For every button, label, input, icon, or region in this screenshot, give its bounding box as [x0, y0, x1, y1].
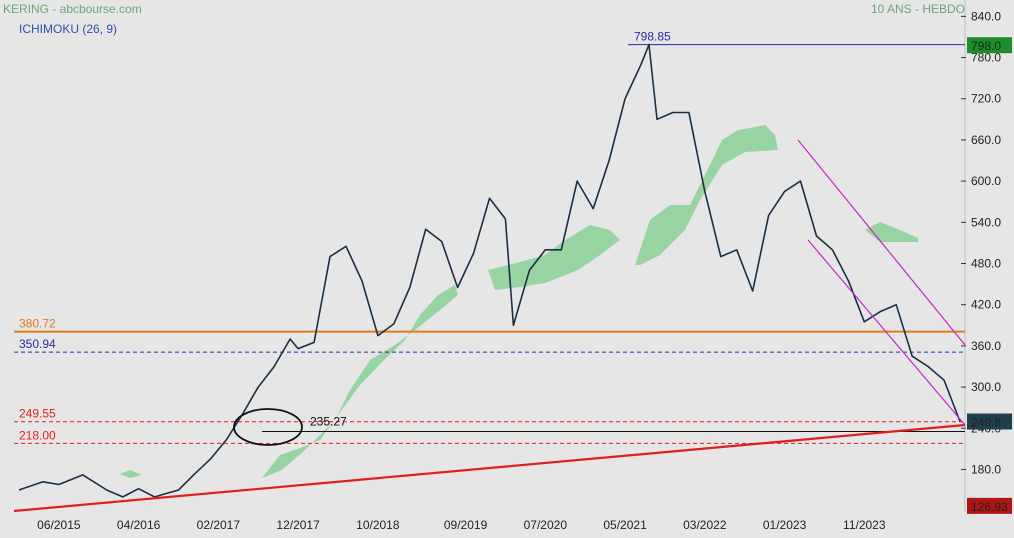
ichimoku-cloud-2 — [635, 125, 778, 265]
y-tick-label: 420.0 — [971, 298, 1001, 312]
channel-lower — [807, 239, 966, 426]
x-tick-label: 07/2020 — [524, 518, 568, 532]
x-tick-label: 05/2021 — [603, 518, 647, 532]
indicator-label: ICHIMOKU (26, 9) — [19, 22, 117, 36]
x-tick-label: 09/2019 — [444, 518, 488, 532]
red-dashed-label-2: 218.00 — [19, 428, 56, 442]
x-tick-label: 06/2015 — [37, 518, 81, 532]
y-tick-label: 540.0 — [971, 215, 1001, 229]
trendline-value-badge-bg — [967, 497, 1012, 514]
last-price-badge: 798.0 — [971, 39, 1001, 53]
support-label-blue: 350.94 — [19, 337, 56, 351]
x-tick-label: 04/2016 — [117, 518, 161, 532]
y-tick-label: 660.0 — [971, 133, 1001, 147]
x-tick-label: 12/2017 — [276, 518, 320, 532]
current-price-badge-bg — [967, 413, 1012, 430]
y-tick-label: 480.0 — [971, 257, 1001, 271]
chart-title: KERING - abcbourse.com — [3, 2, 142, 16]
x-tick-label: 11/2023 — [843, 518, 886, 532]
y-axis-panel — [965, 0, 1014, 538]
x-tick-label: 02/2017 — [197, 518, 241, 532]
y-tick-label: 780.0 — [971, 51, 1001, 65]
long-term-trendline — [13, 423, 966, 513]
ichimoku-cloud-3 — [865, 222, 918, 242]
channel-upper — [797, 139, 966, 346]
trendline-value-badge: 126.93 — [971, 500, 1008, 514]
high-label: 798.85 — [634, 30, 671, 44]
ichimoku-cloud-0 — [262, 285, 458, 478]
last-price-badge-bg — [967, 37, 1012, 54]
ichimoku-cloud-4 — [120, 470, 142, 478]
y-tick-label: 840.0 — [971, 9, 1001, 23]
price-line — [18, 43, 961, 498]
x-tick-label: 03/2022 — [683, 518, 727, 532]
y-tick-label: 180.0 — [971, 462, 1001, 476]
red-dashed-label-1: 249.55 — [19, 407, 56, 421]
y-tick-label: 360.0 — [971, 339, 1001, 353]
x-tick-label: 10/2018 — [356, 518, 400, 532]
timeframe-label: 10 ANS - HEBDO — [871, 2, 965, 16]
ichimoku-cloud-1 — [488, 225, 620, 290]
highlight-ellipse — [233, 408, 303, 446]
y-tick-label: 300.0 — [971, 380, 1001, 394]
x-tick-label: 01/2023 — [763, 518, 807, 532]
current-price-badge: 249.8 — [971, 416, 1001, 430]
resistance-label: 380.72 — [19, 317, 56, 331]
black-line-label: 235.27 — [310, 414, 347, 428]
y-tick-label: 600.0 — [971, 174, 1001, 188]
y-tick-label: 720.0 — [971, 92, 1001, 106]
